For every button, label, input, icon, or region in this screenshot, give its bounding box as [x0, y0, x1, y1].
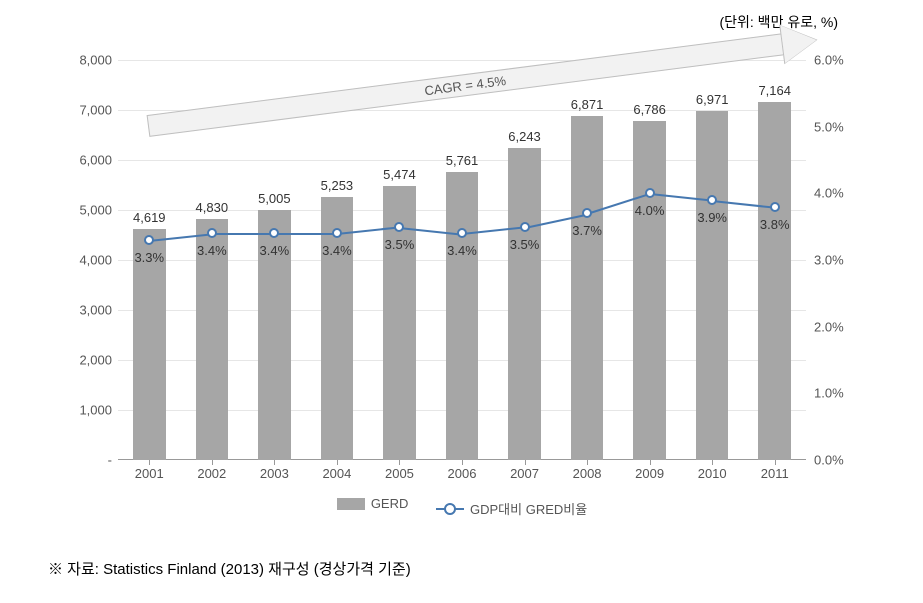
y1-tick-label: 4,000 [79, 253, 112, 268]
legend-swatch-line [436, 508, 464, 510]
line-marker [707, 195, 717, 205]
bar [758, 102, 791, 460]
bar-value-label: 6,243 [508, 129, 541, 144]
y1-tick-label: 7,000 [79, 103, 112, 118]
bar [446, 172, 479, 460]
bar [633, 121, 666, 460]
x-tick-label: 2008 [573, 466, 602, 481]
x-tick-label: 2001 [135, 466, 164, 481]
source-note: ※ 자료: Statistics Finland (2013) 재구성 (경상가… [48, 558, 411, 579]
cagr-arrow-head [780, 21, 819, 63]
legend: GERD GDP대비 GRED비율 [56, 496, 868, 518]
line-marker [207, 228, 217, 238]
y2-axis: 0.0%1.0%2.0%3.0%4.0%5.0%6.0% [808, 60, 858, 460]
y1-tick-label: 1,000 [79, 403, 112, 418]
x-tick-label: 2005 [385, 466, 414, 481]
bar-value-label: 6,971 [696, 92, 729, 107]
legend-label-1: GERD [371, 496, 409, 511]
x-tick-label: 2006 [448, 466, 477, 481]
line-value-label: 3.8% [760, 217, 790, 232]
bar-value-label: 5,005 [258, 191, 291, 206]
y2-tick-label: 0.0% [814, 453, 844, 468]
line-value-label: 3.4% [260, 243, 290, 258]
x-tick-label: 2002 [197, 466, 226, 481]
line-marker [645, 188, 655, 198]
bar [571, 116, 604, 460]
y1-tick-label: 2,000 [79, 353, 112, 368]
line-value-label: 3.4% [197, 243, 227, 258]
line-value-label: 4.0% [635, 203, 665, 218]
line-value-label: 3.5% [510, 237, 540, 252]
chart-container: (단위: 백만 유로, %) -1,0002,0003,0004,0005,00… [56, 10, 868, 550]
bar-value-label: 5,253 [321, 178, 354, 193]
x-axis: 2001 2002 2003 2004 2005 2006 2007 2008 2009 2010… [118, 460, 806, 488]
line-value-label: 3.5% [385, 237, 415, 252]
line-value-label: 3.9% [697, 210, 727, 225]
line-value-label: 3.7% [572, 223, 602, 238]
x-tick-label: 2004 [322, 466, 351, 481]
line-value-label: 3.3% [134, 250, 164, 265]
x-tick-label: 2009 [635, 466, 664, 481]
line-marker [394, 222, 404, 232]
y2-tick-label: 5.0% [814, 119, 844, 134]
bar-value-label: 4,830 [196, 200, 229, 215]
line-segment [274, 233, 337, 235]
line-marker [582, 208, 592, 218]
line-marker [520, 222, 530, 232]
line-segment [212, 233, 275, 235]
x-tick-label: 2011 [761, 466, 789, 481]
bar [508, 148, 541, 460]
legend-item-gerd: GERD [337, 496, 409, 511]
bar-value-label: 6,786 [633, 102, 666, 117]
y2-tick-label: 1.0% [814, 386, 844, 401]
y1-axis: -1,0002,0003,0004,0005,0006,0007,0008,00… [56, 60, 116, 460]
y1-tick-label: 5,000 [79, 203, 112, 218]
line-marker [770, 202, 780, 212]
x-tick-label: 2003 [260, 466, 289, 481]
line-marker [269, 228, 279, 238]
y2-tick-label: 4.0% [814, 186, 844, 201]
y1-tick-label: 6,000 [79, 153, 112, 168]
x-tick-label: 2007 [510, 466, 539, 481]
bar [696, 111, 729, 460]
bar-value-label: 7,164 [758, 83, 791, 98]
bar-value-label: 4,619 [133, 210, 166, 225]
line-marker [457, 228, 467, 238]
y2-tick-label: 2.0% [814, 319, 844, 334]
legend-label-2: GDP대비 GRED비율 [470, 499, 587, 518]
x-tick-label: 2010 [698, 466, 727, 481]
line-marker [144, 235, 154, 245]
line-value-label: 3.4% [447, 243, 477, 258]
legend-swatch-bar [337, 498, 365, 510]
y2-tick-label: 3.0% [814, 253, 844, 268]
y1-tick-label: 3,000 [79, 303, 112, 318]
bar-value-label: 5,761 [446, 153, 479, 168]
y1-tick-label: 8,000 [79, 53, 112, 68]
legend-item-ratio: GDP대비 GRED비율 [436, 499, 587, 518]
bar-value-label: 5,474 [383, 167, 416, 182]
line-marker [332, 228, 342, 238]
bar-value-label: 6,871 [571, 97, 604, 112]
line-value-label: 3.4% [322, 243, 352, 258]
y1-tick-label: - [108, 453, 112, 468]
